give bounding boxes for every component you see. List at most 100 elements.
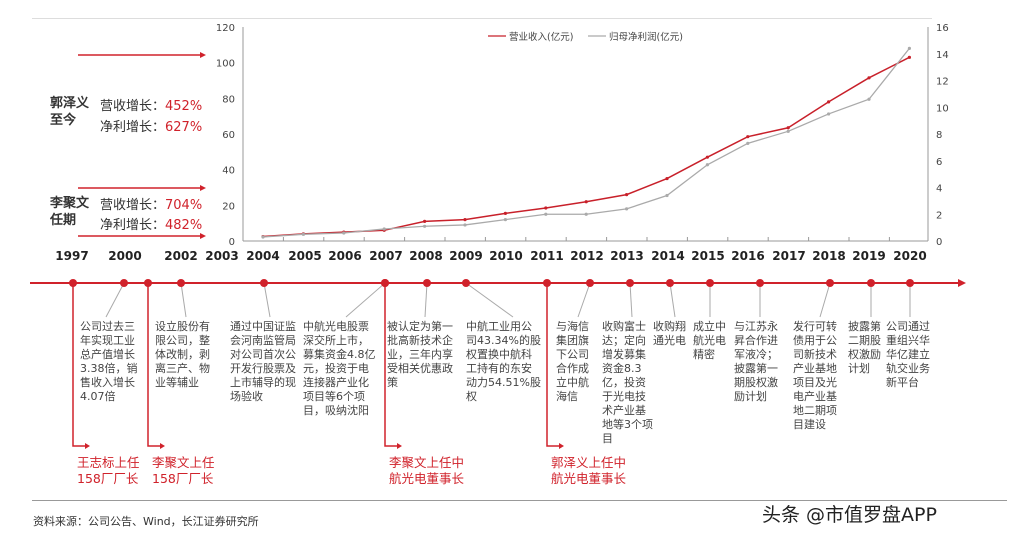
- timeline-event: 公司过去三 年实现工业 总产值增长 3.38倍，销 售收入增长 4.07倍: [80, 320, 138, 403]
- data-point: [625, 207, 629, 211]
- timeline-event: 与江苏永 昇合作进 军液冷； 披露第一 期股权激 励计划: [734, 320, 778, 403]
- label: 净利增长：: [100, 218, 166, 233]
- event-connector: [263, 282, 271, 318]
- manager-appointment: 王志标上任 158厂厂长: [77, 455, 140, 486]
- source-note: 资料来源：公司公告、Wind，长江证券研究所: [33, 515, 259, 528]
- left-tick-label: 120: [216, 23, 235, 34]
- data-point: [544, 212, 548, 216]
- event-dot: [756, 279, 764, 287]
- year-label: 2009: [449, 249, 483, 263]
- year-label: 2017: [772, 249, 806, 263]
- manager-marker-line: [546, 283, 559, 447]
- year-label: 2012: [570, 249, 604, 263]
- manager-appointment: 郭泽义上任中 航光电董事长: [551, 455, 627, 486]
- arrow-head-icon: [958, 279, 966, 287]
- year-label: 2006: [328, 249, 362, 263]
- right-tick-label: 16: [936, 23, 949, 34]
- year-label: 2013: [610, 249, 644, 263]
- left-tick-label: 0: [229, 237, 235, 248]
- data-point: [907, 46, 912, 51]
- right-tick-label: 0: [936, 237, 942, 248]
- year-label: 2011: [530, 249, 564, 263]
- revenue-profit-chart: 0 20 40 60 80 100 120 0 2 4 6 8 10 12 14 16 营业收入(亿元) 归母净利…: [78, 23, 949, 248]
- data-point: [665, 176, 669, 181]
- event-connector: [465, 282, 514, 318]
- arrow-head-icon: [85, 443, 90, 449]
- year-label: 2015: [691, 249, 725, 263]
- value: 627%: [165, 120, 203, 135]
- timeline-event: 披露第 二期股 权激励 计划: [848, 320, 881, 375]
- event-dot: [666, 279, 674, 287]
- timeline-event: 与海信 集团旗 下公司 合作成 立中航 海信: [556, 320, 589, 403]
- event-connector: [577, 282, 591, 318]
- year-label: 2004: [246, 249, 280, 263]
- data-point: [867, 76, 871, 80]
- arrow-head-icon: [559, 443, 564, 449]
- event-dot: [626, 279, 634, 287]
- label: 净利增长：: [100, 120, 166, 135]
- arrow-head-icon: [200, 52, 206, 58]
- event-connector: [819, 282, 831, 318]
- event-dot: [706, 279, 714, 287]
- left-tick-label: 100: [216, 59, 235, 70]
- year-label: 2005: [288, 249, 322, 263]
- data-point: [463, 223, 467, 227]
- year-label: 2002: [164, 249, 198, 263]
- data-point: [301, 232, 305, 236]
- data-point: [907, 55, 912, 59]
- data-point: [665, 193, 669, 198]
- data-point: [261, 235, 265, 239]
- data-point: [584, 212, 588, 216]
- left-tick-label: 40: [222, 166, 235, 177]
- right-tick-label: 14: [936, 50, 949, 61]
- data-point: [827, 100, 831, 104]
- data-point: [625, 193, 629, 197]
- year-label: 2018: [812, 249, 846, 263]
- year-label: 1997: [55, 249, 89, 263]
- data-point: [342, 231, 346, 235]
- event-connector: [345, 282, 386, 318]
- timeline-event: 中航工业用公 司43.34%的股 权置换中航科 工持有的东安 动力54.51%股…: [466, 320, 541, 403]
- arrow-head-icon: [200, 185, 206, 191]
- year-label: 2020: [893, 249, 927, 263]
- event-dot: [462, 279, 470, 287]
- manager-appointment: 李聚文上任 158厂厂长: [152, 455, 215, 486]
- timeline-event: 发行可转 债用于公 司新技术 产业基地 项目及光 电产业基 地二期项 目建设: [793, 320, 837, 431]
- event-dot: [867, 279, 875, 287]
- right-tick-label: 8: [936, 130, 942, 141]
- guo-rev-growth: 营收增长：452%: [100, 95, 202, 114]
- legend-label: 归母净利润(亿元): [609, 31, 683, 43]
- year-label: 2016: [731, 249, 765, 263]
- data-point: [423, 219, 427, 223]
- event-connector: [105, 282, 125, 318]
- right-tick-label: 12: [936, 77, 949, 88]
- year-label: 2008: [409, 249, 443, 263]
- event-dot: [120, 279, 128, 287]
- timeline-event: 被认定为第一 批高新技术企 业，三年内享 受相关优惠政 策: [387, 320, 453, 389]
- data-point: [382, 227, 386, 231]
- data-point: [503, 211, 507, 215]
- data-point: [544, 206, 548, 210]
- label: 营收增长：: [100, 198, 166, 213]
- right-tick-label: 2: [936, 210, 942, 221]
- data-point: [705, 155, 710, 159]
- data-point: [503, 218, 507, 222]
- value: 704%: [165, 198, 203, 213]
- arrow-head-icon: [200, 233, 206, 239]
- bottom-rule: [32, 500, 1007, 501]
- timeline-event: 公司通过 重组兴华 华亿建立 轨交业务 新平台: [886, 320, 930, 389]
- data-point: [746, 135, 750, 139]
- right-tick-label: 6: [936, 157, 942, 168]
- event-dot: [177, 279, 185, 287]
- event-dot: [260, 279, 268, 287]
- timeline-event: 设立股份有 限公司，整 体改制，剥 离三产、物 业等辅业: [155, 320, 210, 389]
- li-label: 李聚文 任期: [50, 196, 90, 228]
- guo-np-growth: 净利增长：627%: [100, 116, 202, 135]
- data-point: [786, 126, 790, 130]
- watermark: 头条 @市值罗盘APP: [762, 504, 937, 526]
- data-point: [423, 224, 427, 228]
- arrow-head-icon: [397, 443, 402, 449]
- event-dot: [586, 279, 594, 287]
- year-label: 2007: [369, 249, 403, 263]
- timeline-event: 通过中国证监 会河南监管局 对公司首次公 开发行股票及 上市辅导的现 场验收: [230, 320, 296, 403]
